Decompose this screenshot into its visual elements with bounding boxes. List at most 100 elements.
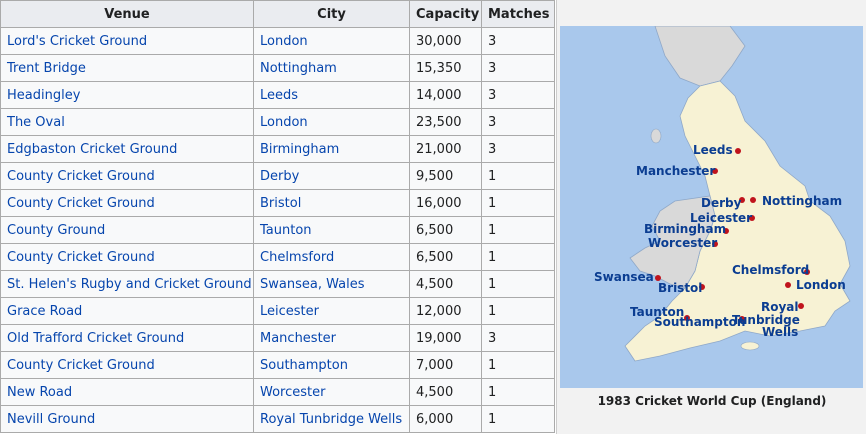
royal-tunbridge-wells-label-line1[interactable]: Royal	[761, 300, 799, 314]
venue-link[interactable]: New Road	[0, 378, 254, 406]
city-link[interactable]: Royal Tunbridge Wells	[253, 405, 410, 433]
bristol-marker[interactable]	[699, 284, 705, 290]
venue-link[interactable]: County Cricket Ground	[0, 162, 254, 190]
isle-of-man-shape	[650, 128, 662, 144]
table-row: Headingley Leeds 14,000 3	[0, 81, 555, 109]
table-row: County Cricket Ground Chelmsford 6,500 1	[0, 243, 555, 271]
royal-tunbridge-wells-label-line2[interactable]: Tunbridge	[732, 313, 800, 327]
london-label[interactable]: London	[796, 278, 846, 292]
matches-cell: 1	[481, 189, 555, 217]
venue-link[interactable]: County Cricket Ground	[0, 351, 254, 379]
matches-cell: 3	[481, 324, 555, 352]
chelmsford-marker[interactable]	[804, 269, 810, 275]
england-map[interactable]: Leeds Manchester Derby Nottingham Leices…	[560, 26, 863, 388]
capacity-cell: 30,000	[409, 27, 482, 55]
venue-link[interactable]: Headingley	[0, 81, 254, 109]
venue-link[interactable]: County Cricket Ground	[0, 189, 254, 217]
table-row: New Road Worcester 4,500 1	[0, 378, 555, 406]
venue-link[interactable]: Lord's Cricket Ground	[0, 27, 254, 55]
venue-link[interactable]: County Ground	[0, 216, 254, 244]
southampton-marker[interactable]	[739, 316, 745, 322]
isle-of-wight-shape	[740, 341, 760, 351]
london-marker[interactable]	[785, 282, 791, 288]
table-row: Edgbaston Cricket Ground Birmingham 21,000…	[0, 135, 555, 163]
capacity-cell: 16,000	[409, 189, 482, 217]
venue-link[interactable]: Edgbaston Cricket Ground	[0, 135, 254, 163]
matches-cell: 1	[481, 270, 555, 298]
venue-link[interactable]: The Oval	[0, 108, 254, 136]
capacity-cell: 14,000	[409, 81, 482, 109]
matches-cell: 3	[481, 81, 555, 109]
matches-cell: 1	[481, 243, 555, 271]
city-link[interactable]: Nottingham	[253, 54, 410, 82]
matches-cell: 1	[481, 405, 555, 433]
city-link[interactable]: Chelmsford	[253, 243, 410, 271]
taunton-label[interactable]: Taunton	[630, 305, 684, 319]
royal-tunbridge-wells-label-line3[interactable]: Wells	[762, 325, 798, 339]
city-link[interactable]: London	[253, 108, 410, 136]
derby-marker[interactable]	[739, 197, 745, 203]
table-row: Trent Bridge Nottingham 15,350 3	[0, 54, 555, 82]
nottingham-label[interactable]: Nottingham	[762, 194, 842, 208]
venue-link[interactable]: Trent Bridge	[0, 54, 254, 82]
royal-tunbridge-wells-marker[interactable]	[798, 303, 804, 309]
capacity-cell: 19,000	[409, 324, 482, 352]
worcester-label[interactable]: Worcester	[648, 236, 717, 250]
venue-link[interactable]: St. Helen's Rugby and Cricket Ground	[0, 270, 254, 298]
city-link[interactable]: Swansea, Wales	[253, 270, 410, 298]
derby-label[interactable]: Derby	[701, 196, 742, 210]
venue-link[interactable]: County Cricket Ground	[0, 243, 254, 271]
nottingham-marker[interactable]	[750, 197, 756, 203]
worcester-marker[interactable]	[712, 241, 718, 247]
venue-link[interactable]: Old Trafford Cricket Ground	[0, 324, 254, 352]
leicester-marker[interactable]	[749, 215, 755, 221]
city-link[interactable]: Leicester	[253, 297, 410, 325]
table-row: County Cricket Ground Bristol 16,000 1	[0, 189, 555, 217]
venue-link[interactable]: Grace Road	[0, 297, 254, 325]
swansea-label[interactable]: Swansea	[594, 270, 654, 284]
city-link[interactable]: Leeds	[253, 81, 410, 109]
chelmsford-label[interactable]: Chelmsford	[732, 263, 809, 277]
leeds-label[interactable]: Leeds	[693, 143, 733, 157]
table-row: The Oval London 23,500 3	[0, 108, 555, 136]
header-city[interactable]: City	[253, 0, 410, 28]
bristol-label[interactable]: Bristol	[658, 281, 702, 295]
capacity-cell: 4,500	[409, 378, 482, 406]
city-labels: Leeds Manchester Derby Nottingham Leices…	[594, 143, 846, 339]
city-link[interactable]: Worcester	[253, 378, 410, 406]
wales-shape	[629, 195, 716, 289]
city-link[interactable]: London	[253, 27, 410, 55]
taunton-marker[interactable]	[684, 315, 690, 321]
city-link[interactable]: Derby	[253, 162, 410, 190]
header-capacity[interactable]: Capacity	[409, 0, 482, 28]
city-link[interactable]: Taunton	[253, 216, 410, 244]
table-row: County Cricket Ground Southampton 7,000 1	[0, 351, 555, 379]
leeds-marker[interactable]	[735, 148, 741, 154]
manchester-marker[interactable]	[712, 168, 718, 174]
southampton-label[interactable]: Southampton	[654, 315, 745, 329]
table-header-row: Venue City Capacity Matches	[0, 0, 555, 28]
manchester-label[interactable]: Manchester	[636, 164, 715, 178]
birmingham-marker[interactable]	[723, 228, 729, 234]
capacity-cell: 4,500	[409, 270, 482, 298]
city-link[interactable]: Bristol	[253, 189, 410, 217]
city-link[interactable]: Birmingham	[253, 135, 410, 163]
capacity-cell: 12,000	[409, 297, 482, 325]
capacity-cell: 21,000	[409, 135, 482, 163]
swansea-marker[interactable]	[655, 275, 661, 281]
matches-cell: 1	[481, 378, 555, 406]
matches-cell: 3	[481, 54, 555, 82]
matches-cell: 1	[481, 351, 555, 379]
capacity-cell: 7,000	[409, 351, 482, 379]
city-link[interactable]: Southampton	[253, 351, 410, 379]
venue-link[interactable]: Nevill Ground	[0, 405, 254, 433]
city-link[interactable]: Manchester	[253, 324, 410, 352]
header-venue[interactable]: Venue	[0, 0, 254, 28]
birmingham-label[interactable]: Birmingham	[644, 222, 726, 236]
venues-table: Venue City Capacity Matches Lord's Crick…	[0, 0, 555, 433]
table-row: St. Helen's Rugby and Cricket Ground Swan…	[0, 270, 555, 298]
header-matches[interactable]: Matches	[481, 0, 555, 28]
matches-cell: 1	[481, 297, 555, 325]
table-row: Old Trafford Cricket Ground Manchester 19,…	[0, 324, 555, 352]
leicester-label[interactable]: Leicester	[690, 211, 752, 225]
